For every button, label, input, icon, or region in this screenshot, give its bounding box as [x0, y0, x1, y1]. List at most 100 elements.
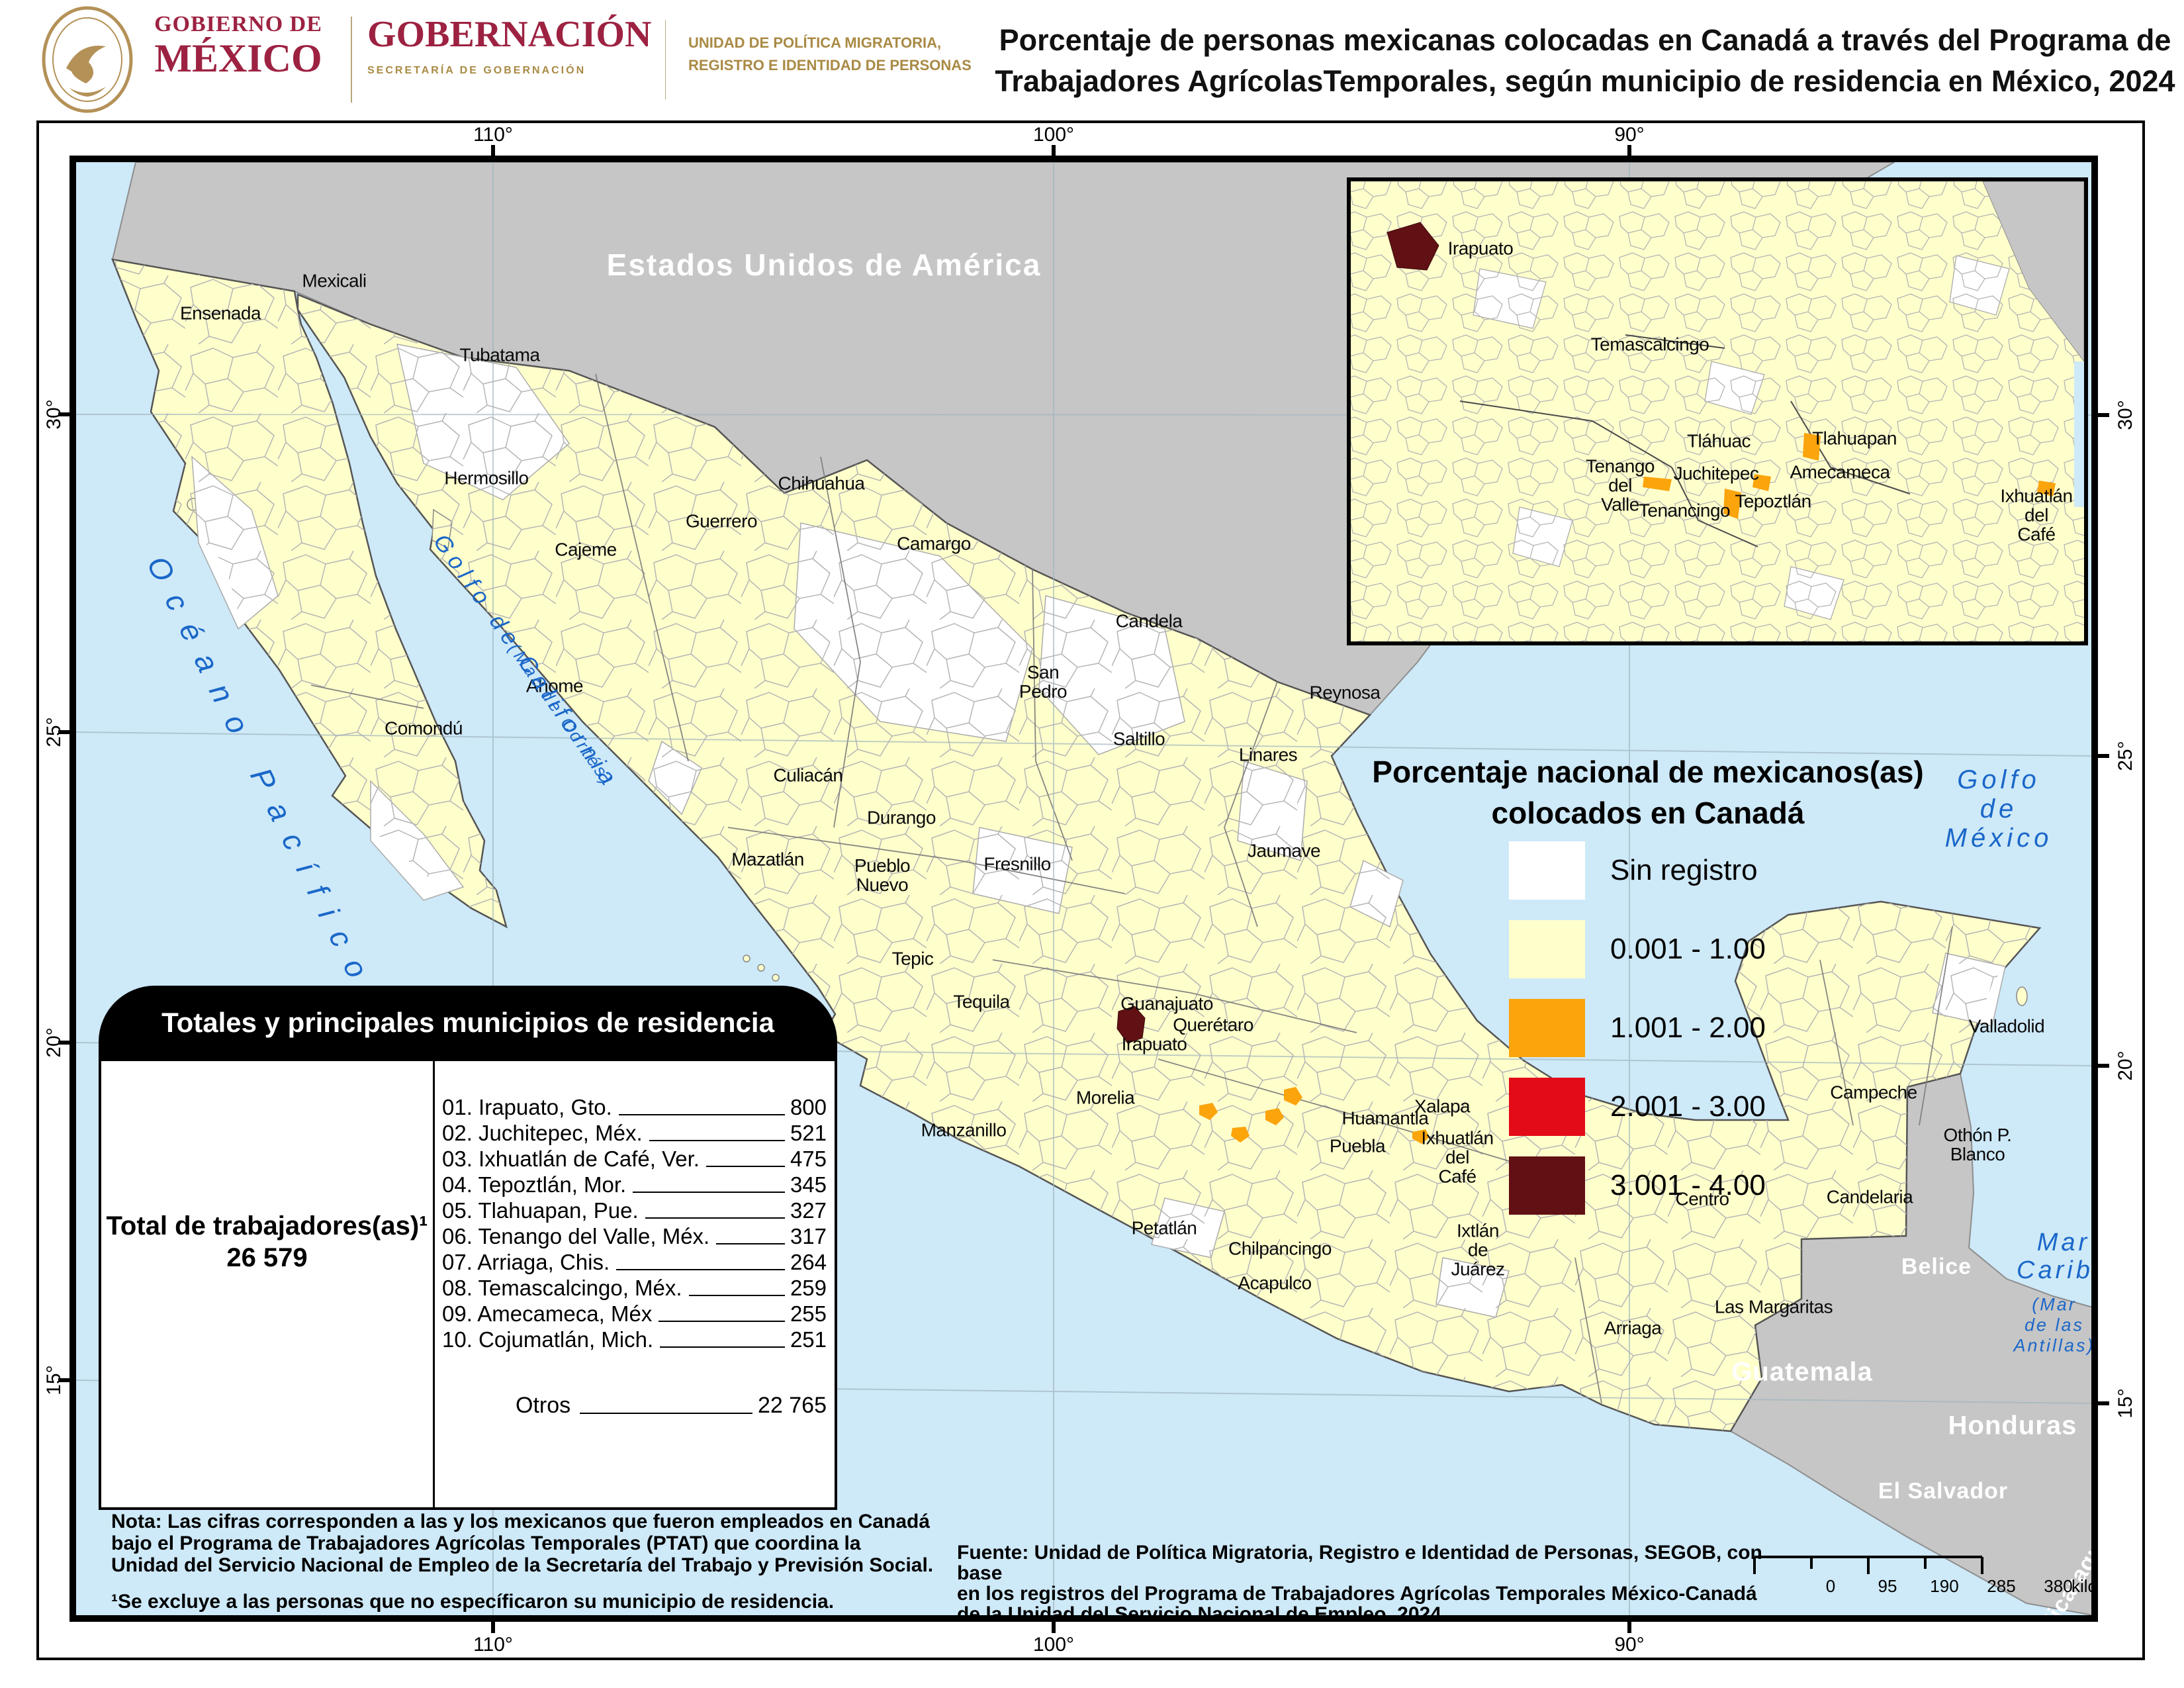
sea-labels: Océano Pacífico Golfo de California (Mar d…	[76, 162, 2091, 1615]
table-header-text: Totales y principales municipios de resi…	[161, 1007, 774, 1038]
legend-title: Porcentaje nacional de mexicanos(as) col…	[1372, 755, 1924, 830]
scalebar-tick-label: 285	[1987, 1576, 2016, 1596]
row-leader	[705, 1166, 785, 1167]
country-label: Guatemala	[1731, 1357, 1873, 1387]
inset-place-label: Tenango del Valle	[1586, 455, 1655, 515]
legend-swatch	[1509, 999, 1585, 1057]
inset-map[interactable]	[1347, 177, 2088, 645]
note-text: Nota: Las cifras corresponden a las y lo…	[111, 1511, 934, 1576]
state-borders	[310, 373, 1953, 1404]
legend-row: 1.001 - 2.00	[1509, 999, 1766, 1057]
legend-label: Sin registro	[1610, 854, 1758, 886]
country-label: Estados Unidos de América	[606, 248, 1042, 282]
brand-line1: GOBIERNO DE	[154, 12, 322, 36]
row-leader	[616, 1269, 785, 1270]
inset-place-label: Tlahuapan	[1812, 428, 1897, 449]
legend-label: 0.001 - 1.00	[1610, 933, 1766, 965]
inset-place-label: Amecameca	[1790, 461, 1890, 483]
inset-base	[1351, 181, 2084, 641]
row-leader	[660, 1346, 785, 1348]
legend-row: 3.001 - 4.00	[1509, 1156, 1766, 1215]
page-title: Porcentaje de personas mexicanas colocad…	[995, 23, 2175, 98]
scalebar-unit: kilómetros	[2071, 1576, 2098, 1596]
place-label: San Pedro	[1019, 662, 1068, 702]
place-label: Chilpancingo	[1228, 1238, 1332, 1259]
map-outer-frame	[36, 120, 2145, 1660]
place-label: Guanajuato	[1120, 993, 1213, 1014]
row-value: 264	[790, 1250, 827, 1274]
place-label: Irapuato	[1121, 1033, 1187, 1055]
country-label: El Salvador	[1878, 1478, 2009, 1504]
place-label: Morelia	[1075, 1087, 1135, 1108]
table-box: Total de trabajadores(as)¹ 26 579 01. Ir…	[99, 1058, 837, 1510]
place-label: Mexicali	[302, 270, 367, 291]
row-name: 05. Tlahuapan, Pue.	[442, 1198, 639, 1223]
place-label: Othón P. Blanco	[1943, 1125, 2012, 1164]
row-name: 07. Arriaga, Chis.	[442, 1250, 610, 1274]
table-row: 08. Temascalcingo, Méx. 259	[442, 1275, 827, 1301]
others-leader	[580, 1413, 752, 1414]
table-row: 03. Ixhuatlán de Café, Ver. 475	[442, 1146, 827, 1172]
row-name: 04. Tepoztlán, Mor.	[442, 1172, 627, 1197]
scalebar-tick-label: 0	[1825, 1576, 1836, 1596]
row-name: 03. Ixhuatlán de Café, Ver.	[442, 1147, 700, 1171]
inset-place-label: Irapuato	[1447, 238, 1514, 259]
place-label: Culiacán	[773, 765, 843, 786]
legend-label: 2.001 - 3.00	[1610, 1090, 1766, 1123]
country-label: Honduras	[1948, 1411, 2077, 1440]
place-labels: Mexicali Ensenada Tubatama Hermosillo Cajeme…	[76, 162, 2091, 1615]
unit-label: UNIDAD DE POLÍTICA MIGRATORIA, REGISTRO …	[688, 32, 979, 77]
secretaria-name: GOBERNACIÓN	[367, 14, 652, 55]
graticule	[76, 162, 2091, 1615]
place-label: Ixhuatlán del Café	[1421, 1127, 1494, 1187]
table-row: 02. Juchitepec, Méx. 521	[442, 1120, 827, 1146]
sea-label: Mar Caribe	[2017, 1229, 2093, 1284]
row-name: 02. Juchitepec, Méx.	[442, 1121, 643, 1145]
place-label: Valladolid	[1968, 1015, 2045, 1037]
place-label: Hermosillo	[444, 467, 529, 489]
place-label: Tubatama	[459, 344, 540, 365]
table-row: 05. Tlahuapan, Pue. 327	[442, 1197, 827, 1223]
row-leader	[633, 1192, 785, 1193]
header-divider	[351, 17, 352, 103]
row-name: 01. Irapuato, Gto.	[442, 1095, 612, 1119]
country-labels: Estados Unidos de América Belice Guatemala…	[76, 162, 2091, 1615]
table-row: 01. Irapuato, Gto. 800	[442, 1094, 827, 1120]
inset-place-label: Temascalcingo	[1590, 334, 1709, 355]
row-value: 521	[790, 1121, 827, 1145]
place-label: Chihuahua	[778, 473, 865, 494]
gobernacion-logo: GOBERNACIÓN SECRETARÍA DE GOBERNACIÓN	[367, 13, 665, 77]
row-name: 06. Tenango del Valle, Méx.	[442, 1224, 710, 1248]
inset-place-label: Tepoztlán	[1735, 491, 1811, 512]
place-label: Reynosa	[1309, 682, 1381, 703]
sea-label: Golfo de México	[1944, 765, 2053, 853]
unit-line2: REGISTRO E IDENTIDAD DE PERSONAS	[688, 57, 972, 73]
source-text: Fuente: Unidad de Política Migratoria, R…	[957, 1542, 1762, 1622]
place-label: Arriaga	[1604, 1317, 1662, 1338]
row-value: 345	[790, 1172, 827, 1197]
inset-place-label: Tenancingo	[1638, 500, 1731, 521]
others-value: 22 765	[758, 1393, 827, 1418]
place-label: Campeche	[1830, 1082, 1917, 1103]
header-bar: GOBIERNO DE MÉXICO GOBERNACIÓN SECRETARÍ…	[0, 0, 2184, 120]
table-row: 06. Tenango del Valle, Méx. 317	[442, 1223, 827, 1249]
place-label: Tepic	[891, 948, 934, 969]
inset-highlights	[1387, 222, 2056, 519]
header-divider-2	[665, 20, 666, 99]
country-label: Belice	[1901, 1254, 1972, 1280]
footnote-text: ¹Se excluye a las personas que no especí…	[111, 1591, 835, 1613]
place-label: Ixtlán de Juárez	[1451, 1220, 1505, 1280]
map-canvas[interactable]: Mexicali Ensenada Tubatama Hermosillo Cajeme…	[69, 156, 2098, 1622]
row-name: 09. Amecameca, Méx	[442, 1301, 653, 1326]
row-leader	[716, 1243, 785, 1244]
legend-row: 0.001 - 1.00	[1509, 920, 1766, 978]
scalebar-labels: 0 95 190 285 380 kilómetros	[1744, 1558, 2098, 1597]
place-label: Guerrero	[685, 510, 758, 532]
scalebar-tick-label: 190	[1930, 1576, 1959, 1596]
legend-row: Sin registro	[1509, 841, 1766, 900]
row-value: 317	[790, 1224, 827, 1248]
legend: Sin registro 0.001 - 1.00 1.001 - 2.00 2…	[1509, 841, 1766, 1235]
table-row: 07. Arriaga, Chis. 264	[442, 1249, 827, 1275]
place-label: Tequila	[953, 991, 1010, 1012]
scale-bar	[1753, 1556, 1983, 1574]
